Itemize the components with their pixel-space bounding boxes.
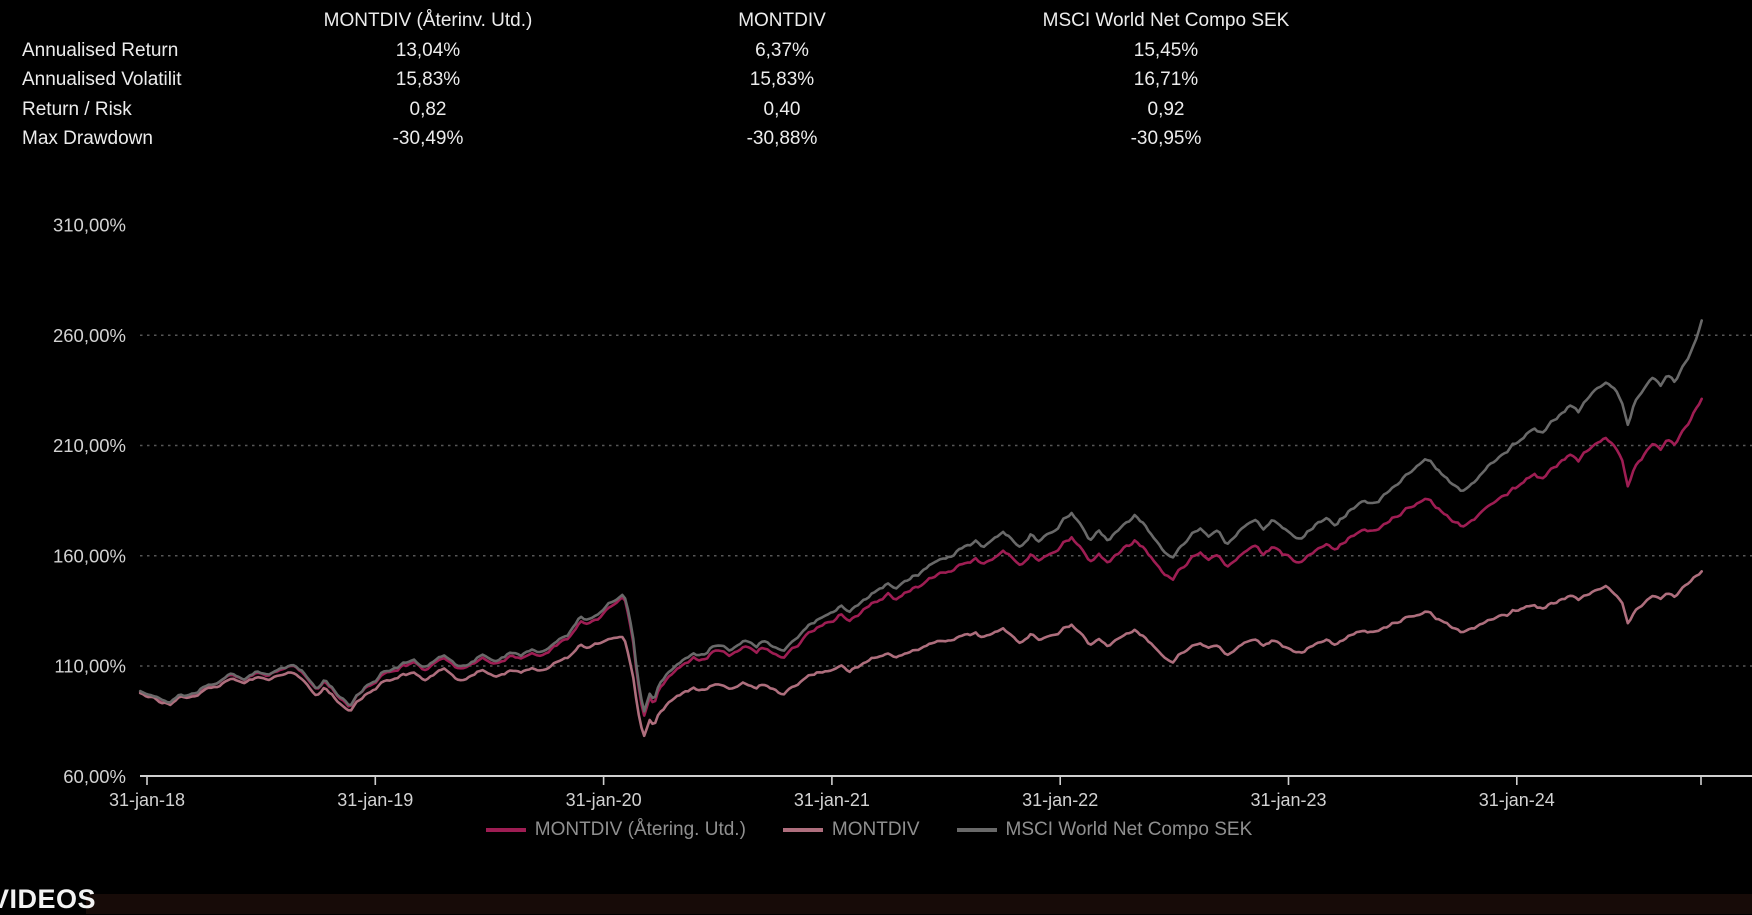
annualised-volatility-msci: 16,71% — [1133, 69, 1199, 90]
legend-swatch — [956, 827, 997, 833]
y-axis-tick-label: 160,00% — [53, 545, 126, 566]
row-label-max-drawdown: Max Drawdown — [22, 128, 153, 149]
legend-swatch — [782, 827, 823, 833]
return-risk-msci: 0,92 — [1147, 98, 1185, 120]
legend-item-montdiv-total-return: MONTDIV (Återing. Utd.) — [485, 819, 746, 841]
max-drawdown-montdiv: -30,88% — [746, 128, 818, 149]
max-drawdown-montdiv-tr: -30,49% — [392, 128, 464, 149]
x-axis-tick-label: 31-jan-23 — [1250, 790, 1326, 810]
y-axis-tick-label: 310,00% — [53, 215, 126, 236]
y-axis-tick-label: 60,00% — [63, 766, 126, 787]
stats-table: MONTDIV (Återinv. Utd.) MONTDIV MSCI Wor… — [22, 6, 1396, 154]
series-line-msci-world — [138, 319, 1703, 713]
series-line-montdiv — [138, 570, 1703, 738]
annualised-return-montdiv-tr: 13,04% — [395, 39, 461, 61]
videos-label: VIDEOS — [0, 884, 97, 914]
y-axis-tick-label: 210,00% — [53, 435, 126, 456]
row-label-return-risk: Return / Risk — [22, 98, 132, 120]
x-axis-tick-label: 31-jan-22 — [1022, 790, 1098, 810]
x-axis-tick-label: 31-jan-24 — [1479, 790, 1555, 810]
legend-item-montdiv: MONTDIV — [782, 819, 920, 841]
column-header-msci: MSCI World Net Compo SEK — [1042, 10, 1290, 31]
x-axis-tick-label: 31-jan-20 — [566, 790, 642, 810]
return-risk-montdiv: 0,40 — [763, 98, 801, 120]
legend-swatch — [485, 827, 526, 833]
annualised-volatility-montdiv-tr: 15,83% — [395, 69, 461, 90]
legend-label: MONTDIV (Återing. Utd.) — [534, 819, 746, 840]
column-header-montdiv: MONTDIV — [738, 10, 826, 31]
legend-label: MSCI World Net Compo SEK — [1005, 819, 1253, 840]
row-label-annualised-volatility: Annualised Volatilit — [22, 69, 182, 90]
row-label-annualised-return: Annualised Return — [22, 39, 179, 61]
x-axis-tick-label: 31-jan-18 — [109, 790, 185, 810]
return-risk-montdiv-tr: 0,82 — [409, 98, 447, 120]
column-header-montdiv-tr: MONTDIV (Återinv. Utd.) — [323, 10, 533, 31]
legend-item-msci-world: MSCI World Net Compo SEK — [956, 819, 1253, 841]
max-drawdown-msci: -30,95% — [1130, 128, 1202, 149]
annualised-return-msci: 15,45% — [1133, 39, 1199, 61]
bottom-bar — [86, 894, 1752, 914]
annualised-volatility-montdiv: 15,83% — [749, 69, 815, 90]
y-axis-tick-label: 110,00% — [54, 656, 126, 677]
annualised-return-montdiv: 6,37% — [755, 39, 809, 61]
x-axis-tick-label: 31-jan-19 — [337, 790, 413, 810]
y-axis-tick-label: 260,00% — [53, 325, 126, 346]
x-axis-tick-label: 31-jan-21 — [794, 790, 870, 810]
series-line-montdiv-total-return — [138, 397, 1703, 717]
legend-label: MONTDIV — [831, 819, 920, 840]
chart-legend: MONTDIV (Återing. Utd.) MONTDIV MSCI World… — [0, 819, 1738, 841]
